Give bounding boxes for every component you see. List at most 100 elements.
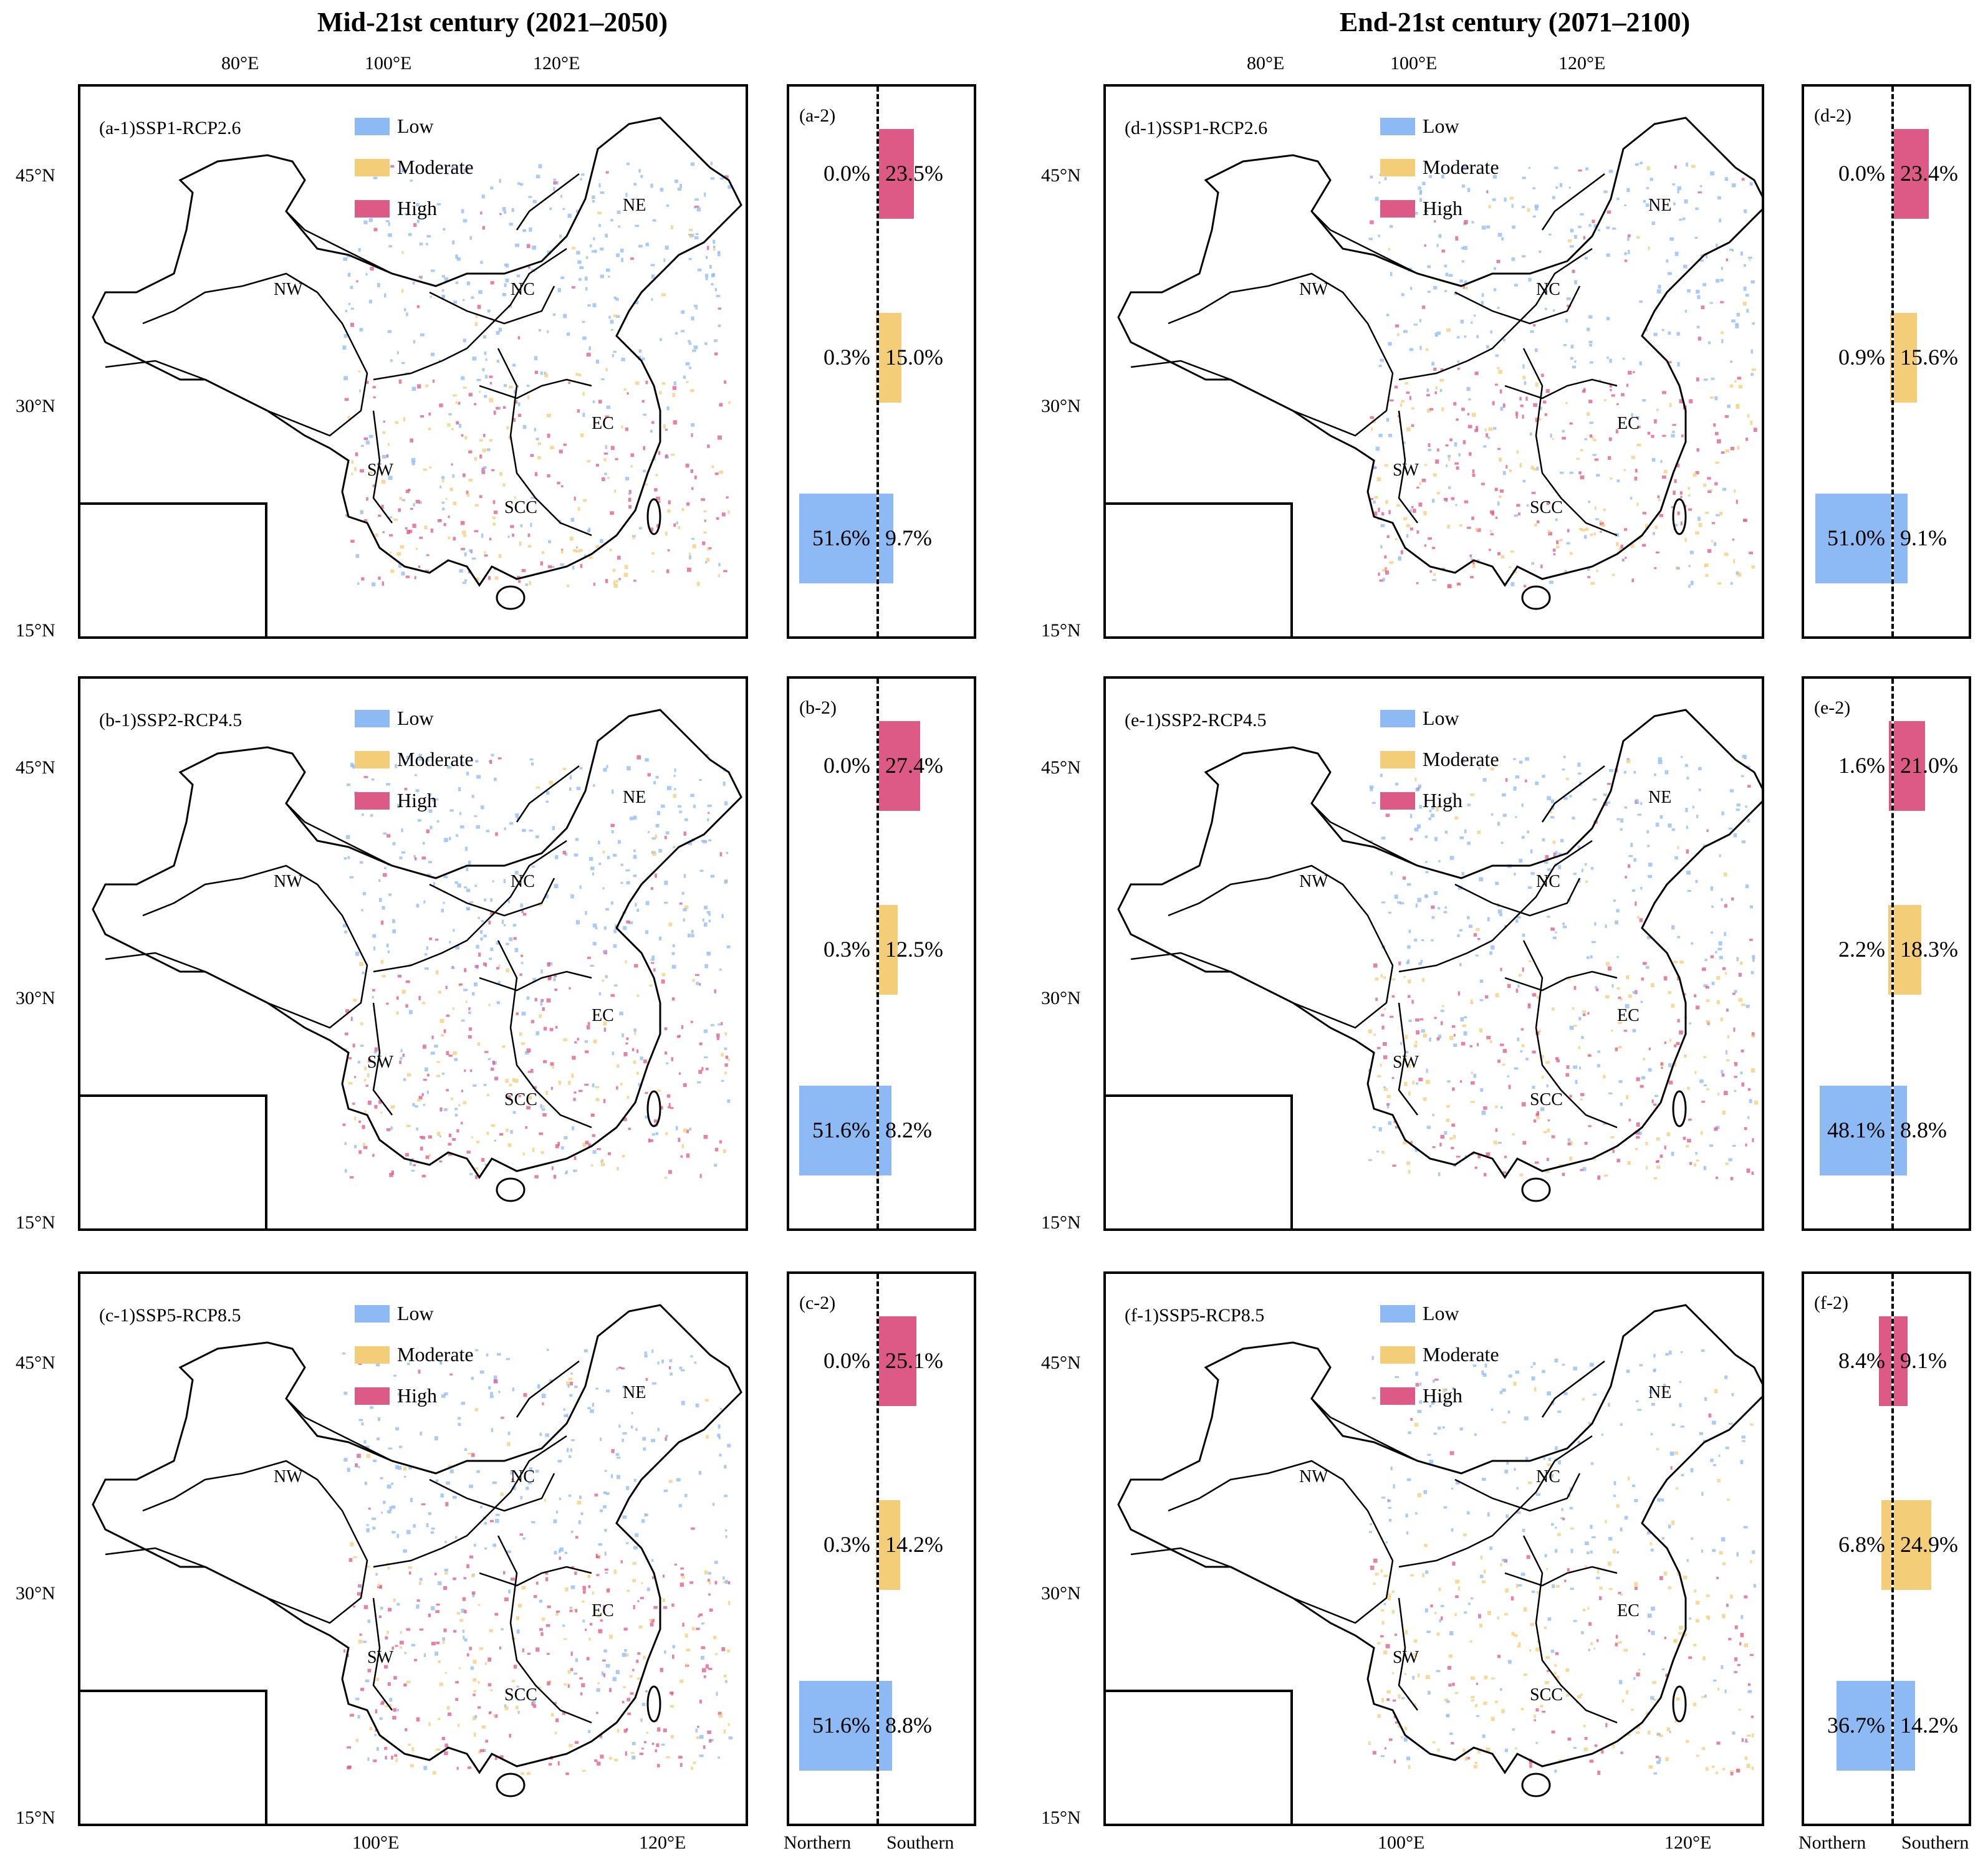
legend-low: Low [1380,707,1459,730]
legend-moderate: Moderate [1380,156,1499,179]
map-panel-label: (c-1)SSP5-RCP8.5 [99,1305,241,1326]
legend-moderate: Moderate [1380,748,1499,771]
lon-tick-label-bottom: 120°E [1664,1832,1712,1853]
title-mid: Mid-21st century (2021–2050) [317,7,668,37]
region-boundary [497,348,592,537]
region-label-scc: SCC [504,1685,537,1705]
map-b-svg [92,709,742,1202]
legend-moderate-label: Moderate [1423,156,1499,178]
pct-high-south: 25.1% [885,1348,943,1373]
legend-high-label: High [397,197,437,219]
region-boundary [1311,1398,1418,1462]
lon-tick-label-top: 120°E [1558,53,1606,74]
legend-high-swatch [1380,199,1415,218]
hainan-island [1521,1177,1551,1202]
region-label-ec: EC [592,1601,614,1620]
bar-chart-f: (f-2) 8.4% 9.1% 6.8% 24.9% 36.7% 14.2% [1802,1271,1971,1826]
map-c-svg [92,1304,742,1797]
region-boundary [1541,1361,1605,1418]
legend-high-label: High [1423,789,1462,811]
region-boundary [1504,1566,1618,1587]
bar-moderate-north [1888,905,1891,995]
legend-low-swatch [1380,117,1415,135]
risk-dots [342,1349,733,1776]
region-label-scc: SCC [504,1090,537,1109]
pct-high-north: 0.0% [1838,161,1885,186]
region-label-ec: EC [1617,414,1640,433]
region-label-sw: SW [1393,1053,1419,1072]
region-label-nc: NC [511,872,535,891]
lat-tick-label: 30°N [1041,988,1081,1008]
legend-high-label: High [397,789,437,811]
map-f-svg [1117,1304,1762,1797]
legend-high: High [1380,1384,1462,1407]
bar-center-line [876,1274,879,1824]
region-label-sw: SW [367,1648,393,1667]
legend-low-label: Low [1423,1302,1459,1324]
pct-moderate-north: 0.3% [824,937,870,962]
legend-high-swatch [1380,1387,1415,1405]
risk-dots [342,754,731,1179]
lon-tick-label-bottom: 100°E [352,1832,400,1853]
legend-moderate-label: Moderate [397,1343,474,1366]
bar-low-south [1894,1681,1916,1771]
region-boundary [1522,348,1618,537]
bar-low-south [1894,494,1908,583]
lat-tick-label: 15°N [16,620,55,641]
pct-low-north: 48.1% [1827,1117,1885,1142]
legend-low-swatch [355,1304,390,1323]
map-a: (a-1)SSP1-RCP2.6 Low Moderate High NE NW NC EC S… [78,84,748,639]
map-panel-label: (f-1)SSP5-RCP8.5 [1125,1305,1265,1326]
pct-high-north: 1.6% [1838,753,1885,778]
lat-tick-label: 30°N [16,988,55,1008]
pct-low-north: 51.6% [812,1713,870,1738]
bar-high-south [1894,1316,1908,1406]
map-a-svg [92,117,742,610]
map-e: (e-1)SSP2-RCP4.5 Low Moderate High NE NW NC EC S… [1103,676,1764,1231]
legend-low-swatch [1380,1304,1415,1323]
legend-moderate-label: Moderate [397,748,474,770]
legend-high-swatch [355,199,390,218]
legend-moderate-swatch [1380,158,1415,176]
region-boundary [1130,272,1394,437]
hainan-island [496,1773,526,1797]
bar-high-south [1894,721,1926,811]
legend-high-swatch [1380,792,1415,810]
bar-low-south [879,494,894,583]
region-label-nw: NW [274,1467,303,1486]
bar-xlabel-southern: Southern [886,1832,954,1853]
bar-low-north [1836,1681,1891,1771]
region-boundary [1541,173,1605,231]
region-boundary [1522,940,1618,1129]
risk-dots [342,161,731,588]
taiwan-island [646,498,661,535]
region-label-nw: NW [1299,1467,1328,1486]
bar-chart-c: (c-2) 0.0% 25.1% 0.3% 14.2% 51.6% 8.8% [787,1271,976,1826]
map-panel-label: (a-1)SSP1-RCP2.6 [99,118,241,138]
bar-moderate-north [1881,1500,1891,1590]
lat-tick-label: 15°N [16,1212,55,1233]
legend-high: High [355,1384,437,1407]
south-china-sea-inset [80,502,267,636]
legend-high-swatch [355,792,390,810]
legend-moderate: Moderate [355,748,474,771]
region-boundary [372,410,393,524]
lat-tick-label: 45°N [16,165,55,186]
bar-chart-a: (a-2) 0.0% 23.5% 0.3% 15.0% 51.6% 9.7% [787,84,976,639]
risk-dots [1368,754,1759,1180]
region-label-nc: NC [1536,280,1560,299]
pct-high-south: 23.5% [885,161,943,186]
pct-low-south: 9.1% [1900,525,1947,550]
pct-moderate-south: 12.5% [885,937,943,962]
legend-high: High [1380,789,1462,812]
taiwan-island [1672,1685,1687,1723]
region-label-scc: SCC [1530,1090,1563,1109]
region-boundary [373,840,567,973]
legend-low-swatch [355,117,390,135]
region-boundary [497,940,592,1129]
region-label-sw: SW [1393,461,1419,480]
region-boundary [1398,1597,1418,1711]
bar-panel-label: (c-2) [799,1293,836,1313]
map-panel-label: (b-1)SSP2-RCP4.5 [99,710,242,730]
region-boundary [516,173,580,231]
